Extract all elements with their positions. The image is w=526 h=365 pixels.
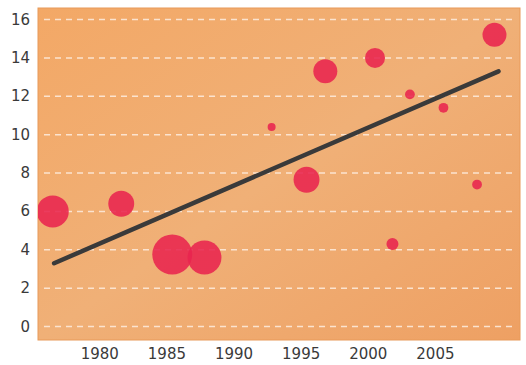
bubble: [188, 241, 222, 275]
x-tick-label: 1990: [215, 345, 253, 363]
grid-line: [44, 19, 514, 21]
bubble: [365, 48, 385, 68]
y-tick-label: 14: [11, 49, 30, 67]
chart: 0 2 4 6 8 10 12 14 16 1980 1985 1990 1995 2000 2005: [0, 0, 526, 365]
bubble: [313, 59, 337, 83]
bubble: [472, 180, 482, 190]
bubble: [294, 167, 320, 193]
grid-line: [44, 326, 514, 328]
grid-line: [44, 249, 514, 251]
y-tick-label: 6: [20, 202, 30, 220]
y-tick-label: 10: [11, 126, 30, 144]
y-tick-label: 16: [11, 11, 30, 29]
grid-line: [44, 287, 514, 289]
bubble: [38, 195, 69, 227]
y-tick-label: 2: [20, 279, 30, 297]
grid-line: [44, 172, 514, 174]
plot-area: [38, 8, 520, 340]
x-tick-label: 1980: [81, 345, 119, 363]
y-tick-label: 12: [11, 87, 30, 105]
marks: [38, 23, 506, 275]
bubble: [386, 238, 398, 250]
bubble: [482, 23, 506, 47]
x-tick-label: 1985: [148, 345, 186, 363]
x-tick-label: 2005: [416, 345, 454, 363]
x-tick-label: 1995: [282, 345, 320, 363]
trend-line: [54, 71, 498, 263]
bubble: [152, 235, 192, 275]
grid-line: [44, 57, 514, 59]
bubble: [439, 103, 449, 113]
grid-line: [44, 134, 514, 136]
y-tick-label: 0: [20, 318, 30, 336]
y-tick-label: 8: [20, 164, 30, 182]
bubble: [268, 123, 276, 131]
bubble: [405, 89, 415, 99]
y-tick-label: 4: [20, 241, 30, 259]
x-tick-label: 2000: [349, 345, 387, 363]
bubble: [108, 191, 134, 217]
